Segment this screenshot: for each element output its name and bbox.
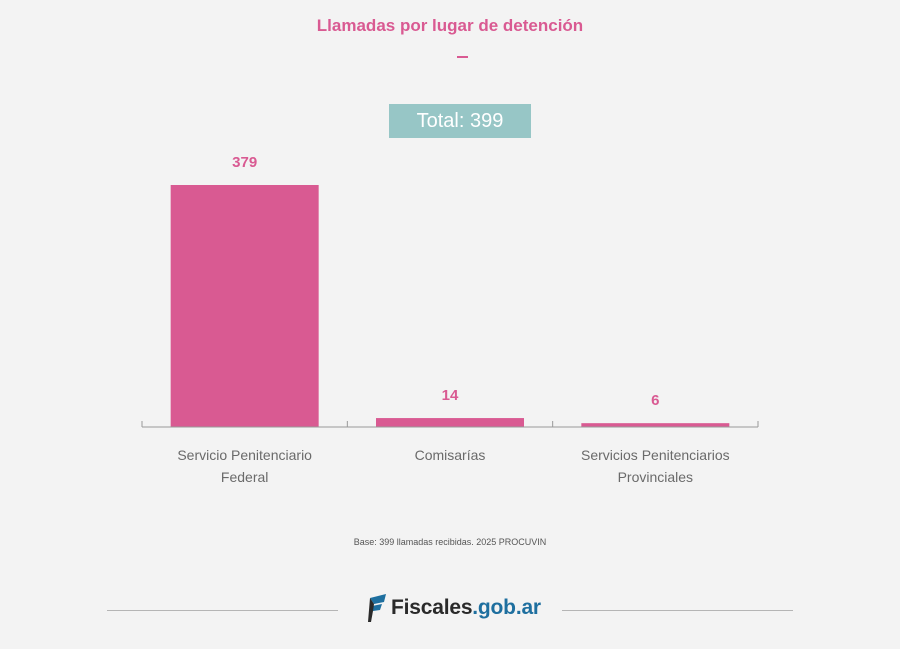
title-underline-dash: [457, 56, 468, 58]
source-note: Base: 399 llamadas recibidas. 2025 PROCU…: [353, 537, 547, 547]
footer-divider-right: [562, 610, 793, 611]
logo-text-fiscales: Fiscales: [391, 596, 473, 619]
category-label: Servicios Penitenciarios: [581, 447, 730, 463]
bar-chart: 379 Servicio Penitenciario Federal 14 Comisa…: [141, 154, 759, 485]
bar: [170, 185, 319, 427]
fiscales-logo[interactable]: Fiscales.gob.ar: [367, 593, 541, 623]
bar-value-label: 6: [651, 392, 659, 409]
category-label: Provinciales: [618, 469, 693, 485]
category-label: Federal: [221, 469, 268, 485]
bar-value-label: 379: [232, 154, 257, 171]
logo-text-domain: .gob.ar: [472, 596, 541, 619]
bar: [581, 423, 730, 427]
bar: [376, 418, 524, 427]
category-label: Comisarías: [415, 447, 486, 463]
total-badge: Total: 399: [389, 104, 531, 138]
category-label: Servicio Penitenciario: [177, 447, 312, 463]
chart-title: Llamadas por lugar de detención: [316, 16, 584, 35]
fiscales-flag-icon: [368, 594, 386, 622]
bar-value-label: 14: [442, 387, 459, 404]
footer-divider-left: [107, 610, 338, 611]
